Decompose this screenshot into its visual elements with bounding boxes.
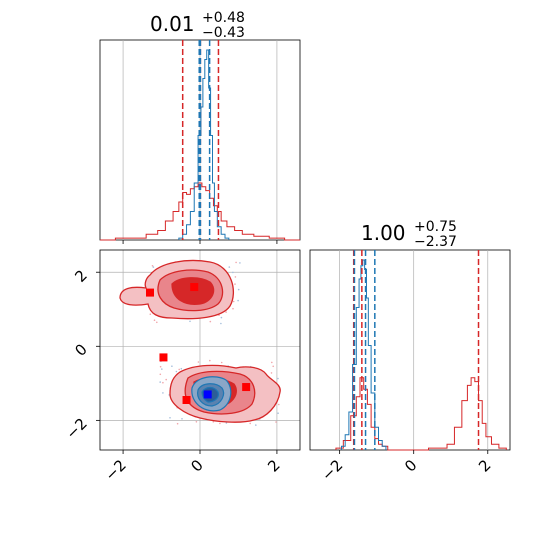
scatter-point-171	[181, 418, 183, 420]
scatter-point-6	[189, 320, 191, 323]
scatter-point-161	[232, 271, 234, 274]
scatter-point-8	[237, 288, 240, 291]
scatter-point-157	[234, 283, 236, 285]
scatter-point-145	[159, 365, 162, 368]
scatter-point-44	[278, 403, 280, 406]
histogram-param-2-x-tick-label-0: −2	[318, 456, 346, 484]
joint-x-tick-label-0: −2	[102, 456, 130, 484]
scatter-point-47	[212, 421, 215, 423]
title-param-2-err-minus: −2.37	[414, 234, 457, 250]
title-param-1-err-plus: +0.48	[202, 10, 245, 26]
joint-y-tick-label-2: 2	[71, 266, 90, 285]
scatter-point-151	[178, 368, 180, 371]
scatter-point-45	[156, 321, 158, 324]
scatter-point-84	[149, 313, 152, 316]
red-square-marker-0	[190, 283, 199, 292]
scatter-point-34	[209, 359, 211, 362]
histogram-param-1-panel	[99, 39, 301, 241]
joint-y-tick-label-1: 0	[71, 340, 90, 359]
scatter-point-41	[219, 422, 221, 425]
scatter-point-37	[228, 266, 231, 268]
red-contour-inner-upper	[171, 277, 215, 306]
title-param-2-err-plus: +0.75	[414, 219, 457, 235]
scatter-point-131	[220, 322, 222, 325]
scatter-point-139	[176, 422, 179, 425]
title-param-2-value: 1.00	[361, 221, 406, 245]
scatter-point-159	[169, 417, 171, 419]
scatter-point-28	[152, 266, 155, 268]
scatter-point-25	[220, 316, 223, 319]
scatter-point-152	[159, 373, 162, 376]
scatter-point-58	[225, 422, 228, 424]
scatter-point-82	[171, 365, 173, 368]
histogram-param-2-panel	[309, 249, 511, 451]
scatter-point-164	[232, 300, 235, 303]
joint-y-tick-label-0: −2	[62, 414, 90, 442]
scatter-point-30	[165, 378, 167, 381]
red-square-marker-3	[182, 396, 191, 404]
scatter-point-176	[271, 361, 273, 364]
scatter-point-111	[237, 299, 239, 302]
joint-density-markers	[146, 283, 251, 404]
scatter-point-116	[239, 262, 241, 264]
scatter-point-112	[234, 276, 237, 278]
scatter-point-102	[197, 361, 200, 363]
scatter-point-121	[161, 368, 163, 370]
scatter-point-83	[209, 320, 212, 323]
scatter-point-42	[275, 421, 277, 423]
histogram-param-2-frame	[309, 249, 511, 451]
histogram-param-1-curves	[100, 49, 300, 241]
title-param-1-err-minus: −0.43	[202, 25, 245, 41]
histogram-param-2-curves	[335, 259, 507, 451]
scatter-point-32	[175, 370, 178, 373]
scatter-point-126	[159, 381, 161, 383]
histogram-param-2-blue-series	[340, 259, 387, 450]
histogram-param-2-x-tick-label-2: 2	[475, 456, 494, 475]
scatter-point-149	[225, 311, 227, 313]
scatter-point-146	[277, 377, 279, 380]
red-square-marker-4	[242, 383, 251, 392]
scatter-point-51	[220, 361, 223, 364]
scatter-point-177	[180, 367, 183, 370]
scatter-point-178	[162, 392, 164, 394]
scatter-point-91	[272, 365, 275, 368]
scatter-point-165	[270, 372, 273, 374]
scatter-point-143	[249, 422, 251, 425]
scatter-point-20	[162, 381, 164, 384]
title-param-2: 1.00 +0.75 −2.37	[361, 219, 457, 250]
histogram-param-1-blue-series	[178, 49, 230, 240]
scatter-point-105	[255, 424, 257, 426]
histogram-param-1-quantile-lines	[181, 40, 220, 240]
scatter-point-127	[277, 412, 279, 415]
red-square-marker-1	[146, 288, 154, 297]
histogram-param-1-red-series	[100, 182, 300, 241]
title-param-1-value: 0.01	[150, 12, 195, 36]
joint-x-tick-label-2: 2	[264, 456, 283, 475]
joint-density-panel	[99, 249, 301, 451]
blue-square-marker	[203, 390, 212, 399]
title-param-1: 0.01 +0.48 −0.43	[150, 10, 245, 41]
scatter-point-22	[235, 261, 237, 264]
scatter-point-57	[151, 265, 154, 267]
histogram-param-2-quantile-lines	[352, 250, 480, 450]
histogram-param-2-x-tick-label-1: 0	[401, 456, 420, 475]
histogram-param-2-grid	[339, 250, 489, 450]
scatter-point-120	[195, 421, 198, 423]
red-square-marker-2	[159, 353, 168, 362]
scatter-point-5	[153, 319, 156, 322]
joint-x-tick-label-1: 0	[187, 456, 206, 475]
scatter-point-73	[232, 307, 234, 310]
histogram-param-2-red-series	[335, 377, 507, 451]
